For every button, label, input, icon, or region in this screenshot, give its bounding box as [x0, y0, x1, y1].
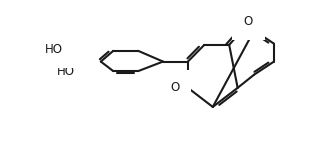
Text: O: O — [170, 81, 179, 94]
Text: HO: HO — [57, 65, 75, 78]
Text: O: O — [243, 15, 253, 28]
Text: HO: HO — [45, 43, 63, 56]
